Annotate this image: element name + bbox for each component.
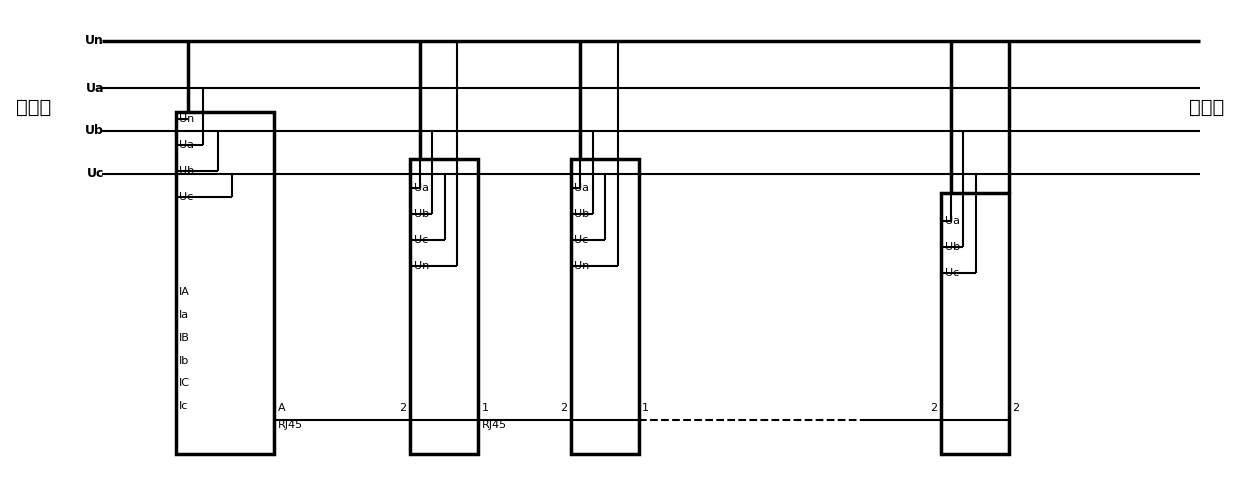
Text: Ic: Ic (180, 401, 188, 411)
Bar (941, 192, 1009, 454)
Text: Ia: Ia (180, 310, 190, 320)
Text: IA: IA (180, 287, 190, 297)
Text: 2: 2 (559, 403, 567, 413)
Text: Ub: Ub (414, 209, 429, 219)
Text: Uc: Uc (574, 235, 589, 245)
Text: Uc: Uc (945, 268, 959, 278)
Text: 2: 2 (930, 403, 937, 413)
Text: Ua: Ua (180, 140, 195, 150)
Text: Ua: Ua (574, 183, 589, 193)
Text: Ua: Ua (414, 183, 429, 193)
Bar (410, 159, 479, 454)
Text: Un: Un (414, 261, 429, 271)
Text: 2: 2 (1013, 403, 1019, 413)
Text: 负载侧: 负载侧 (1189, 97, 1224, 117)
Text: Ub: Ub (574, 209, 589, 219)
Text: IB: IB (180, 333, 190, 343)
Text: 电源侧: 电源侧 (16, 97, 51, 117)
Bar (176, 112, 274, 454)
Text: IC: IC (180, 378, 190, 388)
Text: 1: 1 (642, 403, 650, 413)
Text: Ub: Ub (180, 166, 195, 176)
Text: Ub: Ub (86, 124, 104, 137)
Text: RJ45: RJ45 (278, 420, 304, 430)
Text: Ua: Ua (945, 216, 960, 226)
Text: Un: Un (574, 261, 589, 271)
Text: 2: 2 (399, 403, 407, 413)
Text: Ua: Ua (86, 82, 104, 95)
Text: Uc: Uc (414, 235, 428, 245)
Bar (570, 159, 639, 454)
Text: Ib: Ib (180, 356, 190, 365)
Text: Uc: Uc (180, 192, 193, 202)
Text: 1: 1 (482, 403, 489, 413)
Text: RJ45: RJ45 (482, 420, 507, 430)
Text: A: A (278, 403, 285, 413)
Text: Un: Un (180, 114, 195, 124)
Text: Un: Un (86, 34, 104, 47)
Text: Ub: Ub (945, 242, 960, 252)
Text: Uc: Uc (87, 167, 104, 180)
